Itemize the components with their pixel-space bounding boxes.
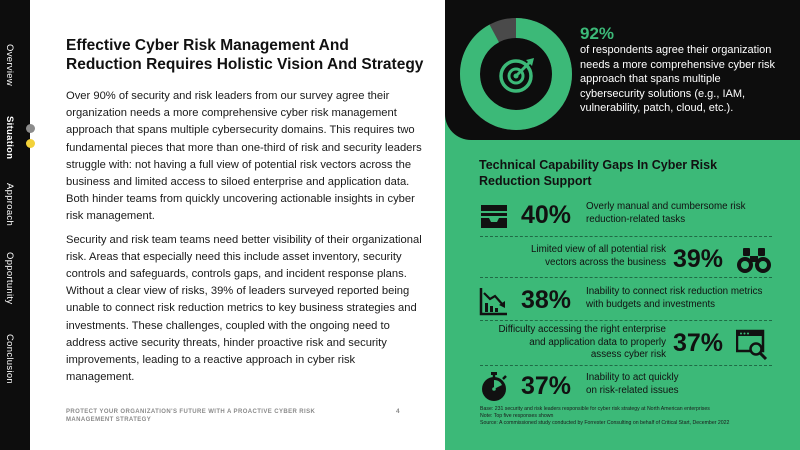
page-number: 4 xyxy=(396,408,400,415)
gap-text-1: Overly manual and cumbersome risk reduct… xyxy=(586,201,746,225)
divider xyxy=(480,236,772,237)
nav-item-conclusion[interactable]: Conclusion xyxy=(4,334,15,384)
gap-percent-2: 39% xyxy=(673,245,724,273)
divider xyxy=(480,365,772,366)
gap-item-3: 38% Inability to connect risk reduction … xyxy=(478,281,778,325)
footer-tagline: PROTECT YOUR ORGANIZATION'S FUTURE WITH … xyxy=(66,409,316,423)
note-source: Source: A commissioned study conducted b… xyxy=(480,420,730,426)
main-content: Effective Cyber Risk Management And Redu… xyxy=(66,36,426,386)
gap-item-1: 40% Overly manual and cumbersome risk re… xyxy=(478,196,778,240)
stopwatch-icon xyxy=(482,372,507,401)
donut-chart-92 xyxy=(460,18,572,130)
hero-description: of respondents agree their organization … xyxy=(580,44,776,114)
nav-item-situation[interactable]: Situation xyxy=(4,116,15,160)
side-navigation: Overview Situation Approach Opportunity … xyxy=(0,0,30,450)
target-icon xyxy=(499,58,534,93)
body-paragraph-2: Security and risk team teams need better… xyxy=(66,233,422,384)
gap-item-2: Limited view of all potential risk vecto… xyxy=(478,240,778,284)
gap-item-5: 37% Inability to act quickly on risk-rel… xyxy=(478,367,778,411)
gap-text-5: Inability to act quickly on risk-related… xyxy=(586,372,679,396)
note-top-five: Note: Top five responses shown xyxy=(480,413,554,419)
page-title: Effective Cyber Risk Management And Redu… xyxy=(66,37,424,73)
divider xyxy=(480,320,772,321)
inbox-tray-icon xyxy=(481,205,507,228)
source-notes: Base: 231 security and risk leaders resp… xyxy=(480,406,780,427)
gap-percent-1: 40% xyxy=(521,201,572,229)
hero-percent: 92% xyxy=(580,24,615,43)
gap-item-4: Difficulty accessing the right enterpris… xyxy=(478,324,778,368)
divider xyxy=(480,277,772,278)
nav-item-opportunity[interactable]: Opportunity xyxy=(4,252,15,305)
gap-text-2: Limited view of all potential risk vecto… xyxy=(530,244,666,268)
binoculars-icon xyxy=(737,248,771,273)
gap-text-3: Inability to connect risk reduction metr… xyxy=(586,286,763,310)
gap-percent-4: 37% xyxy=(673,329,724,357)
nav-item-overview[interactable]: Overview xyxy=(4,44,15,86)
body-paragraph-1: Over 90% of security and risk leaders fr… xyxy=(66,90,422,223)
nav-item-approach[interactable]: Approach xyxy=(4,183,15,227)
nav-indicator-dot-gray xyxy=(26,124,35,133)
gap-percent-5: 37% xyxy=(521,372,572,400)
nav-indicator-dot-active xyxy=(26,139,35,148)
browser-search-icon xyxy=(736,329,768,360)
gap-text-4: Difficulty accessing the right enterpris… xyxy=(498,324,666,360)
gap-percent-3: 38% xyxy=(521,286,572,314)
chart-decline-icon xyxy=(479,288,507,316)
donut-fill-arc xyxy=(460,18,572,130)
gaps-section-title: Technical Capability Gaps In Cyber Risk … xyxy=(479,158,718,188)
note-base: Base: 231 security and risk leaders resp… xyxy=(480,406,710,412)
